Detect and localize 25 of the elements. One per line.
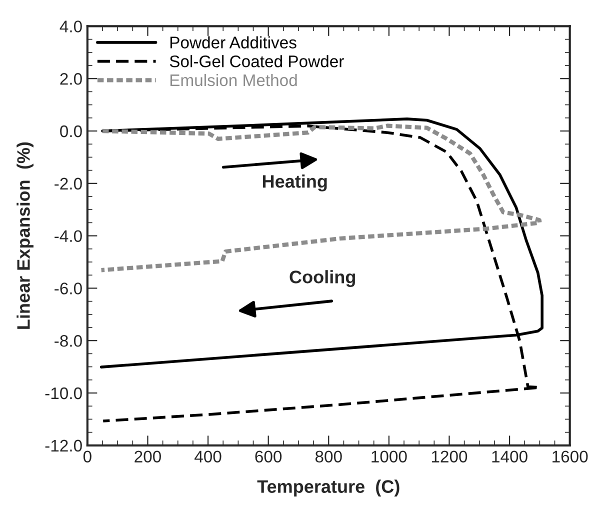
y-tick-label: -10.0 [45, 387, 82, 400]
legend-label: Sol-Gel Coated Powder [170, 55, 344, 68]
annotation: Heating [262, 174, 327, 192]
y-tick-label: -6.0 [54, 282, 82, 294]
x-tick-label: 0 [83, 450, 92, 463]
y-tick-label: -12.0 [45, 440, 82, 452]
x-axis-title: Temperature (C) [257, 480, 400, 497]
y-tick-label: 4.0 [60, 20, 82, 32]
x-tick-label: 800 [315, 450, 342, 463]
y-tick-label: -4.0 [54, 230, 82, 242]
x-tick-label: 600 [255, 450, 282, 463]
legend-label: Powder Additives [170, 36, 296, 48]
legend-label: Emulsion Method [170, 74, 297, 86]
y-tick-label: 0.0 [60, 125, 82, 138]
x-tick-label: 1600 [552, 450, 588, 463]
x-tick-label: 1000 [372, 450, 407, 463]
annotation: Cooling [290, 270, 355, 288]
y-axis-title: Linear Expansion (%) [16, 142, 34, 329]
y-tick-label: 2.0 [60, 73, 82, 85]
x-tick-label: 1200 [432, 450, 468, 463]
y-tick-label: -2.0 [54, 178, 82, 190]
x-tick-label: 400 [194, 450, 222, 463]
x-tick-label: 1400 [492, 450, 528, 463]
x-tick-label: 200 [134, 450, 161, 463]
y-tick-label: -8.0 [54, 335, 82, 347]
